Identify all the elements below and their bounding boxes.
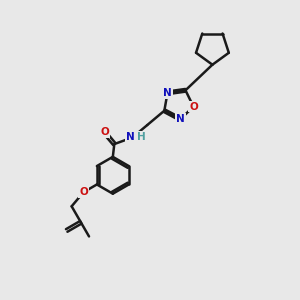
Text: N: N xyxy=(126,132,135,142)
Text: N: N xyxy=(163,88,172,98)
Text: O: O xyxy=(100,127,109,137)
Text: N: N xyxy=(176,114,185,124)
Text: H: H xyxy=(137,132,146,142)
Text: O: O xyxy=(189,102,198,112)
Text: O: O xyxy=(79,187,88,197)
